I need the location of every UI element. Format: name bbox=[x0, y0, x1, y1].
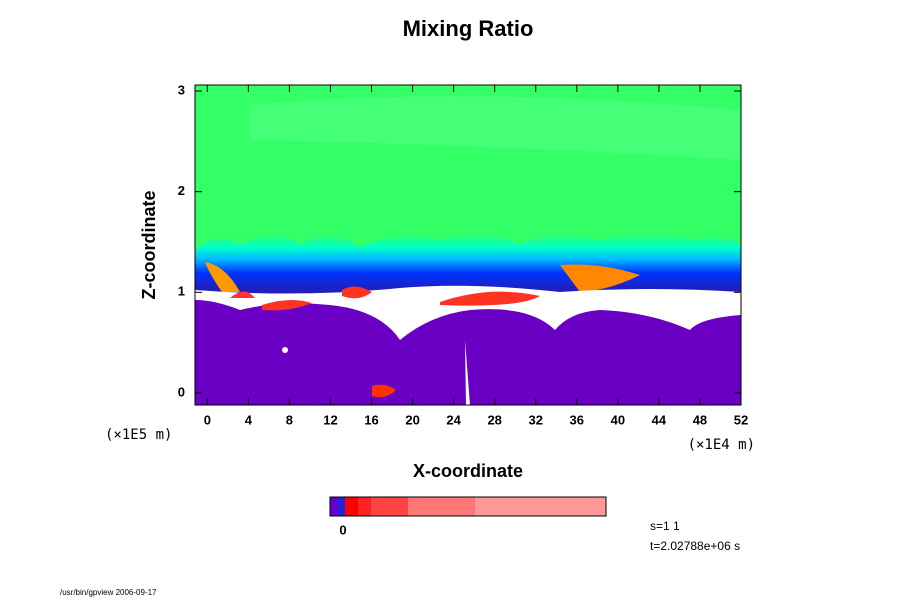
x-tick-label: 24 bbox=[446, 412, 461, 427]
colorbar-segment bbox=[475, 497, 606, 516]
x-axis-title: X-coordinate bbox=[413, 461, 523, 481]
x-unit: (×1E4 m) bbox=[688, 437, 755, 453]
colorbar-segment bbox=[345, 497, 358, 516]
x-tick-label: 28 bbox=[487, 412, 501, 427]
annotation: s=1 1 bbox=[650, 519, 680, 533]
x-tick-label: 40 bbox=[611, 412, 625, 427]
colorbar-frame bbox=[329, 496, 607, 517]
y-tick-label: 0 bbox=[178, 384, 185, 399]
y-unit: (×1E5 m) bbox=[105, 427, 172, 443]
colorbar-segment bbox=[330, 497, 338, 516]
y-tick-label: 1 bbox=[178, 284, 185, 299]
x-tick-label: 52 bbox=[734, 412, 748, 427]
colorbar-segment bbox=[371, 497, 408, 516]
x-tick-label: 4 bbox=[245, 412, 253, 427]
x-tick-label: 20 bbox=[405, 412, 419, 427]
colorbar-segment bbox=[358, 497, 371, 516]
x-tick-label: 44 bbox=[652, 412, 667, 427]
footer: /usr/bin/gpview 2006-09-17 bbox=[60, 588, 157, 597]
y-axis-title: Z-coordinate bbox=[139, 190, 159, 299]
colorbar-label: 0 bbox=[339, 522, 346, 537]
x-tick-label: 48 bbox=[693, 412, 707, 427]
contour-field bbox=[195, 85, 741, 405]
y-tick-label: 3 bbox=[178, 82, 185, 97]
colorbar-segment bbox=[408, 497, 475, 516]
chart-title: Mixing Ratio bbox=[403, 16, 534, 41]
x-tick-label: 0 bbox=[204, 412, 211, 427]
plot-frame bbox=[194, 84, 742, 406]
colorbar-segment bbox=[338, 497, 345, 516]
x-tick-label: 16 bbox=[364, 412, 378, 427]
x-tick-label: 8 bbox=[286, 412, 293, 427]
x-tick-label: 32 bbox=[529, 412, 543, 427]
annotation: t=2.02788e+06 s bbox=[650, 539, 740, 553]
y-tick-label: 2 bbox=[178, 183, 185, 198]
x-tick-label: 36 bbox=[570, 412, 584, 427]
x-tick-label: 12 bbox=[323, 412, 337, 427]
